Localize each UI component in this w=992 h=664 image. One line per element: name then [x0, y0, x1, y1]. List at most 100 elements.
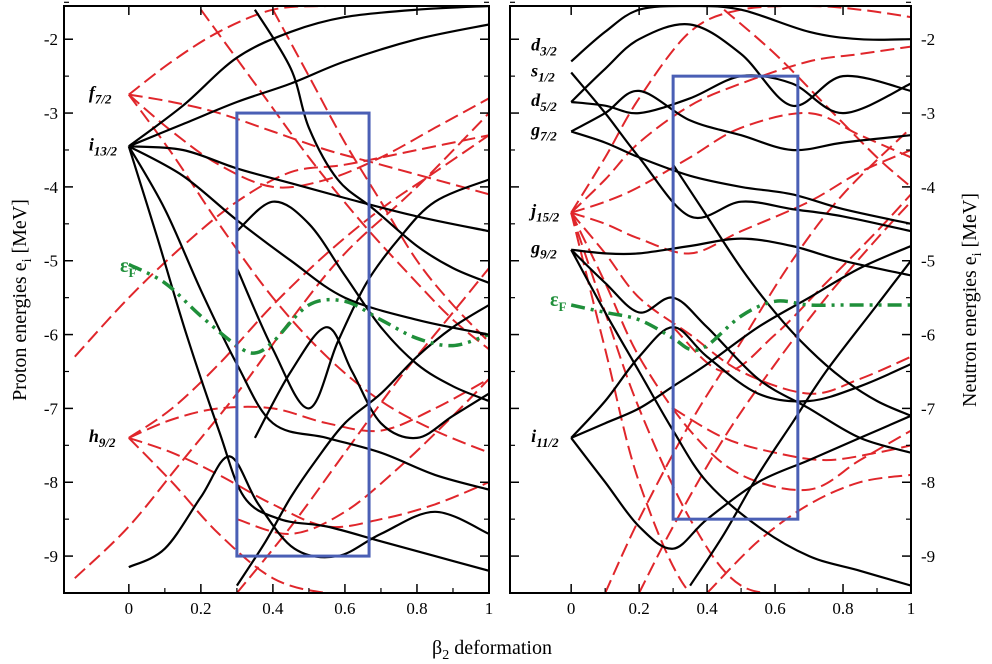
x-axis-title: β2 deformation	[432, 637, 552, 663]
neutron-y-axis-title: Neutron energies ei [MeV]	[959, 193, 985, 407]
proton-panel: 0 0.2 0.4 0.6 0.8 1 -2 -3 -4 -5 -6 -7 -8 -9 f7/2 i13/2…	[9, 1, 494, 618]
neutron-level-positive-parity	[570, 244, 911, 439]
neutron-level-positive-parity	[571, 74, 911, 115]
proton-x-tick-label: 0	[125, 599, 134, 618]
neutron-level-negative-parity	[604, 127, 911, 593]
proton-level-positive-parity	[128, 23, 489, 148]
proton-fermi-line	[127, 262, 489, 355]
proton-level-positive-parity	[235, 304, 489, 587]
neutron-level-positive-parity	[570, 249, 911, 587]
neutron-y-tick-label: -2	[921, 30, 935, 49]
neutron-level-negative-parity	[570, 212, 911, 492]
proton-y-tick-label: -2	[44, 30, 58, 49]
proton-plot-frame	[63, 5, 490, 594]
neutron-level-negative-parity	[706, 473, 911, 593]
neutron-fermi-label: εF	[550, 289, 567, 314]
proton-level-negative-parity	[74, 134, 489, 358]
proton-y-tick-label: -7	[44, 399, 59, 418]
proton-level-negative-parity	[236, 267, 489, 593]
neutron-plot-frame	[509, 5, 912, 594]
proton-spherical-level-label: i13/2	[89, 134, 118, 158]
neutron-panel: 0 0.2 0.4 0.6 0.8 1-2-3-4-5-6-7-8-9 d3/2s1/2d…	[509, 1, 985, 618]
proton-level-negative-parity	[128, 437, 489, 593]
neutron-y-tick-label: -5	[921, 252, 935, 271]
neutron-level-positive-parity	[570, 326, 911, 439]
proton-level-negative-parity	[200, 9, 489, 351]
neutron-y-tick-label: -6	[921, 326, 935, 345]
neutron-level-positive-parity	[570, 71, 911, 233]
proton-x-tick-label: 0.2	[190, 599, 211, 618]
proton-level-positive-parity	[128, 145, 489, 336]
neutron-x-tick-label: 0	[567, 599, 576, 618]
proton-x-tick-label: 0.4	[262, 599, 284, 618]
proton-y-tick-label: -4	[44, 178, 59, 197]
proton-level-positive-parity	[127, 145, 489, 491]
proton-level-positive-parity	[235, 178, 489, 410]
neutron-level-positive-parity	[570, 130, 911, 225]
proton-level-positive-parity	[128, 455, 489, 569]
proton-ticks: 0 0.2 0.4 0.6 0.8 1 -2 -3 -4 -5 -6 -7 -8 -9	[44, 1, 494, 618]
neutron-level-negative-parity	[570, 212, 911, 593]
neutron-y-tick-label: -4	[921, 178, 936, 197]
neutron-spherical-level-label: i11/2	[531, 426, 559, 450]
neutron-level-negative-parity	[570, 45, 911, 214]
proton-level-negative-parity	[128, 378, 489, 439]
neutron-level-positive-parity	[672, 164, 911, 417]
neutron-level-negative-parity	[723, 8, 911, 188]
neutron-x-tick-label: 0.8	[832, 599, 853, 618]
proton-level-negative-parity	[272, 9, 489, 343]
neutron-spherical-level-label: g9/2	[530, 238, 557, 262]
neutron-spherical-level-label: j15/2	[528, 201, 560, 225]
proton-y-tick-label: -5	[44, 252, 58, 271]
proton-spherical-level-label: f7/2	[89, 83, 112, 107]
proton-y-tick-label: -8	[44, 473, 58, 492]
neutron-level-negative-parity	[672, 407, 911, 462]
neutron-spherical-level-label: d3/2	[531, 35, 557, 59]
neutron-x-tick-label: 0.6	[764, 599, 785, 618]
proton-fermi-label: εF	[120, 255, 137, 280]
proton-y-tick-label: -6	[44, 326, 58, 345]
neutron-spherical-level-label: g7/2	[530, 120, 557, 144]
proton-highlight-window	[235, 111, 371, 558]
proton-level-negative-parity	[128, 6, 489, 96]
neutron-level-negative-parity	[570, 112, 911, 214]
neutron-y-tick-label: -8	[921, 473, 935, 492]
neutron-level-positive-parity	[571, 237, 911, 277]
neutron-level-negative-parity	[570, 6, 911, 214]
proton-y-tick-label: -9	[44, 547, 58, 566]
proton-level-negative-parity	[128, 93, 489, 189]
neutron-x-tick-label: 1	[907, 599, 916, 618]
proton-x-tick-label: 0.8	[406, 599, 427, 618]
proton-x-tick-label: 0.6	[334, 599, 355, 618]
proton-level-positive-parity	[127, 145, 489, 572]
neutron-y-tick-label: -9	[921, 547, 935, 566]
neutron-level-positive-parity	[570, 89, 911, 152]
neutron-y-tick-label: -3	[921, 104, 935, 123]
proton-level-positive-parity	[253, 9, 489, 284]
proton-x-tick-label: 1	[485, 599, 494, 618]
neutron-spherical-level-label: s1/2	[530, 60, 555, 84]
neutron-level-positive-parity	[570, 23, 911, 107]
neutron-levels	[570, 6, 911, 593]
neutron-level-negative-parity	[638, 201, 911, 593]
proton-y-axis-title: Proton energies ei [MeV]	[9, 199, 35, 401]
neutron-spherical-labels: d3/2s1/2 d5/2 g7/2 j15/2 g9/2 i11/2	[528, 35, 560, 450]
proton-spherical-level-label: h9/2	[89, 426, 116, 450]
proton-level-negative-parity	[128, 134, 489, 439]
proton-level-positive-parity	[236, 200, 489, 403]
proton-level-positive-parity	[128, 145, 489, 233]
neutron-highlight-window	[671, 74, 800, 521]
proton-spherical-labels: f7/2 i13/2 h9/2	[89, 83, 118, 450]
proton-level-negative-parity	[127, 94, 489, 454]
proton-level-positive-parity	[253, 326, 489, 440]
proton-level-negative-parity	[74, 112, 489, 579]
proton-level-negative-parity	[128, 436, 489, 529]
neutron-x-tick-label: 0.2	[629, 599, 650, 618]
neutron-x-tick-label: 0.4	[696, 599, 718, 618]
proton-levels	[74, 6, 489, 593]
neutron-ticks: 0 0.2 0.4 0.6 0.8 1 -2 -3 -4 -5 -6 -7 -8 -9	[510, 1, 936, 618]
proton-y-tick-label: -3	[44, 104, 58, 123]
neutron-spherical-level-label: d5/2	[531, 90, 557, 114]
neutron-level-positive-parity	[689, 260, 911, 587]
